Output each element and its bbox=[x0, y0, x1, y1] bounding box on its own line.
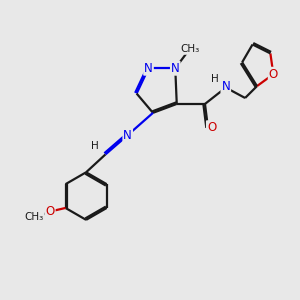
Text: O: O bbox=[45, 205, 55, 218]
Text: N: N bbox=[144, 62, 153, 75]
Text: O: O bbox=[207, 121, 216, 134]
Text: O: O bbox=[269, 68, 278, 81]
Text: H: H bbox=[211, 74, 218, 84]
Text: CH₃: CH₃ bbox=[181, 44, 200, 54]
Text: H: H bbox=[91, 141, 99, 151]
Text: N: N bbox=[171, 62, 180, 75]
Text: N: N bbox=[123, 129, 132, 142]
Text: N: N bbox=[221, 80, 230, 93]
Text: CH₃: CH₃ bbox=[24, 212, 44, 222]
